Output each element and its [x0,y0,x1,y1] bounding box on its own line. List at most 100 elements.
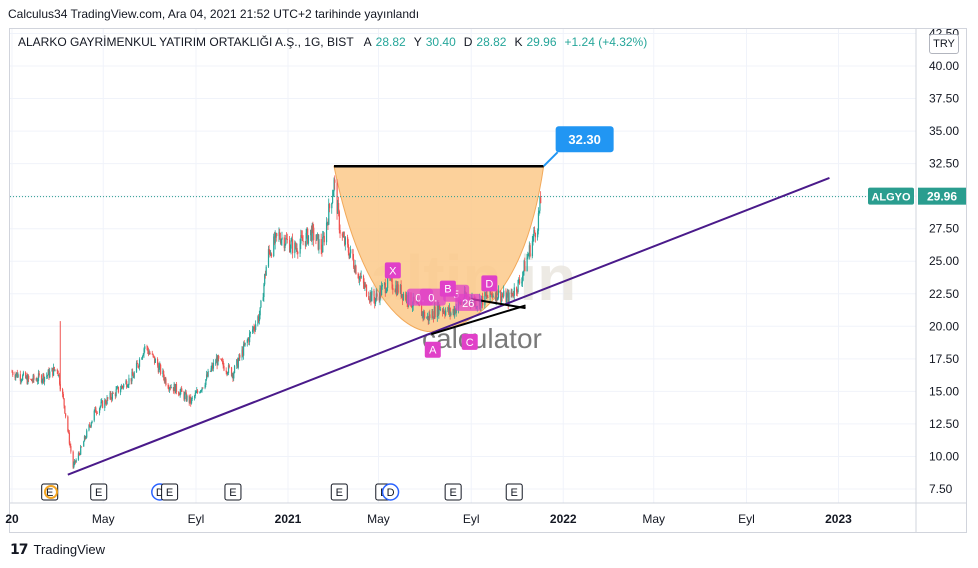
time-axis: 20 May Eyl 2021 May Eyl 2022 May Eyl 2023 [5,502,967,526]
candle-body [123,384,125,388]
candle-body [264,274,267,276]
candle-body [307,235,310,244]
candle-body [159,364,161,367]
candle-body [507,293,509,305]
candle-body [423,311,425,317]
candle-body [396,284,399,295]
candle-body [136,362,138,364]
candle-body [110,393,112,399]
candle-body [373,290,375,301]
candle-body [233,372,235,379]
candle-body [31,380,34,382]
tradingview-logo-icon: 𝟭𝟳 [10,541,29,557]
candle-body [328,203,330,225]
candle-body [206,374,209,377]
candle-body [331,196,334,204]
y-tick-label: 32.50 [929,157,959,171]
candle-body [152,353,154,356]
candle-body [189,396,191,403]
candle-body [310,229,312,236]
candle-body [12,371,14,375]
candle-body [68,430,70,433]
candle-body [52,368,54,376]
candle-body [381,285,383,287]
candle-body [126,381,128,388]
candle-body [343,236,345,238]
candle-body [301,236,304,241]
candle-body [353,258,355,268]
candle-body [248,338,250,343]
candle-body [53,366,55,371]
candle-body [491,293,493,295]
candle-body [33,375,35,380]
pattern-ratio-box [455,293,482,311]
pattern-point-label: C [466,337,474,349]
candle-body [396,285,398,295]
candle-body [56,369,58,371]
candle-body [540,197,542,204]
candle-body [481,295,483,300]
candle-body [539,197,541,211]
candle-body [362,275,365,284]
candle-body [429,314,431,319]
x-tick-label: 20 [5,512,19,526]
candle-body [279,238,282,244]
candle-body [502,296,504,298]
candle-body [181,388,183,392]
candle-body [384,282,386,293]
candle-body [352,249,354,259]
candle-body [531,240,534,257]
candle-body [270,253,273,257]
candle-body [120,389,122,393]
candle-body [195,392,197,394]
candle-body [342,235,344,237]
candle-body [59,374,61,385]
candle-body [196,390,198,393]
candle-body [215,357,218,363]
candle-body [290,241,292,249]
candle-body [264,274,266,285]
candle-body [184,392,187,394]
event-label: E [511,487,518,499]
candle-body [497,290,500,298]
y-tick-label: 40.00 [929,59,959,73]
candle-body [274,233,276,244]
candle-body [347,237,349,245]
candle-body [523,261,525,272]
pattern-ratio-box [419,288,446,306]
candle-body [500,290,502,303]
x-tick-label: May [92,512,115,526]
candle-body [436,302,439,318]
candle-body [359,276,362,278]
candle-body [506,295,508,303]
candle-body [485,292,487,296]
candle-body [57,370,59,376]
candle-body [180,388,182,392]
candle-body [218,355,220,359]
candle-body [35,379,37,381]
candle-body [368,299,371,301]
candle-body [16,372,18,378]
candle-body [132,371,134,376]
candle-body [432,311,434,319]
candle-body [307,228,309,244]
last-price-tag [918,187,966,205]
candle-body [141,358,143,360]
candle-body [130,378,132,382]
candle-body [70,446,72,452]
currency-selector[interactable]: TRY [929,34,959,54]
candle-body [14,374,16,378]
candle-body [426,317,428,319]
resistance-callout [555,126,614,153]
candle-body [528,253,530,256]
candle-body [93,410,95,421]
candle-body [154,359,156,363]
candle-body [188,395,190,403]
candle-body [244,342,246,346]
candle-body [127,384,129,387]
x-tick-label: 2022 [550,512,577,526]
candle-body [336,182,338,214]
candle-body [109,393,111,399]
candle-body [511,292,513,294]
